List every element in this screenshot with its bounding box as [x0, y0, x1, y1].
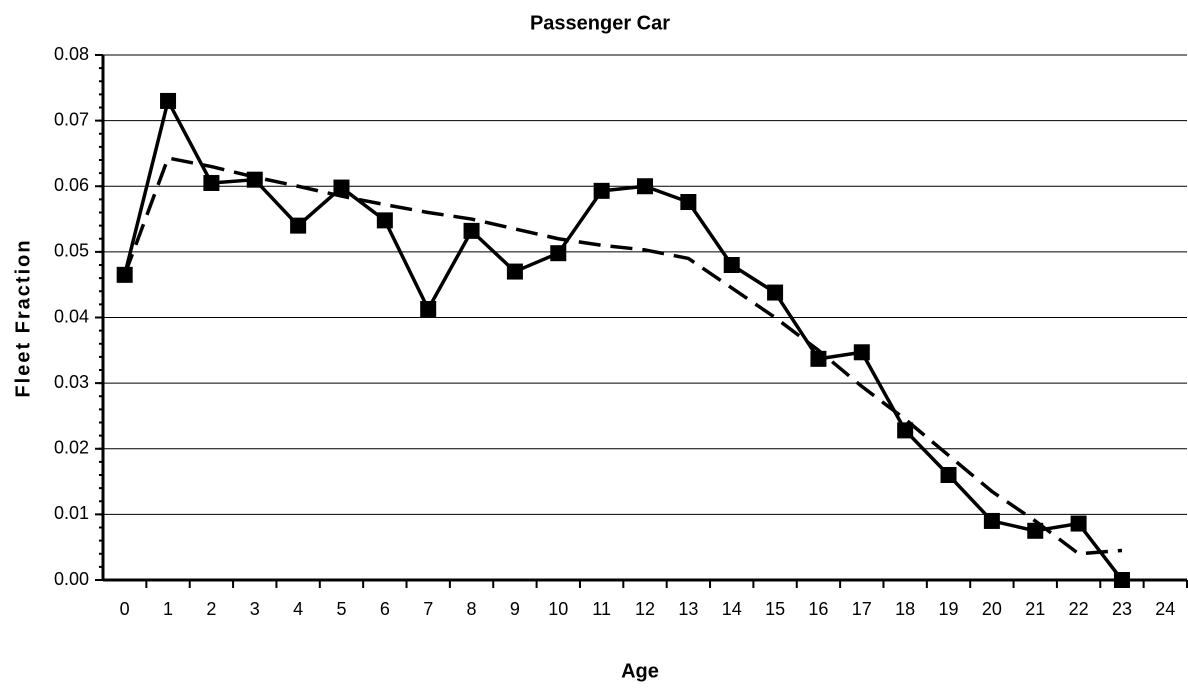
marker [420, 300, 437, 317]
x-tick-label: 16 [808, 599, 828, 619]
x-tick-label: 10 [548, 599, 568, 619]
marker [116, 266, 133, 283]
marker [593, 182, 610, 199]
chart-title: Passenger Car [530, 12, 670, 34]
y-tick-label: 0.06 [54, 175, 89, 195]
x-tick-label: 7 [423, 599, 433, 619]
marker [506, 263, 523, 280]
x-tick-label: 24 [1155, 599, 1175, 619]
x-tick-label: 19 [939, 599, 959, 619]
y-tick-label: 0.08 [54, 44, 89, 64]
x-tick-label: 9 [510, 599, 520, 619]
marker [160, 92, 177, 109]
y-tick-label: 0.01 [54, 503, 89, 523]
x-tick-label: 8 [467, 599, 477, 619]
y-tick-label: 0.03 [54, 372, 89, 392]
x-tick-label: 6 [380, 599, 390, 619]
x-tick-label: 11 [592, 599, 611, 619]
marker [853, 344, 870, 361]
marker [897, 422, 914, 439]
marker [680, 194, 697, 210]
x-tick-label: 23 [1112, 599, 1132, 619]
x-axis-label: Age [621, 660, 659, 682]
x-tick-label: 12 [635, 599, 655, 619]
marker [290, 217, 307, 234]
marker [1027, 522, 1044, 539]
marker [983, 512, 1000, 529]
marker [723, 257, 740, 273]
y-tick-label: 0.02 [54, 438, 89, 458]
x-tick-label: 14 [722, 599, 742, 619]
y-axis-label: Fleet Fraction [12, 238, 34, 397]
marker [246, 171, 263, 188]
series-line [122, 99, 1124, 582]
x-tick-label: 13 [678, 599, 698, 619]
x-tick-label: 17 [852, 599, 872, 619]
marker [550, 245, 567, 262]
x-tick-label: 4 [293, 599, 303, 619]
y-tick-label: 0.05 [54, 241, 89, 261]
marker [1070, 515, 1087, 532]
x-tick-label: 0 [120, 599, 130, 619]
series-line [123, 156, 1123, 556]
marker [767, 284, 784, 301]
y-tick-label: 0.00 [54, 569, 89, 589]
marker [810, 350, 827, 367]
x-tick-label: 2 [206, 599, 216, 619]
marker [333, 179, 350, 196]
x-tick-label: 22 [1069, 599, 1089, 619]
x-tick-label: 1 [163, 599, 173, 619]
marker [637, 178, 653, 195]
x-tick-label: 18 [895, 599, 915, 619]
marker [940, 467, 957, 483]
y-tick-label: 0.04 [54, 306, 89, 326]
marker [1113, 572, 1130, 588]
y-tick-label: 0.07 [54, 109, 89, 129]
x-tick-label: 20 [982, 599, 1002, 619]
x-tick-label: 21 [1025, 599, 1045, 619]
x-tick-label: 15 [765, 599, 785, 619]
marker [463, 222, 480, 239]
marker [376, 212, 393, 229]
marker [203, 174, 220, 191]
x-tick-label: 3 [250, 599, 260, 619]
x-tick-label: 5 [336, 599, 346, 619]
